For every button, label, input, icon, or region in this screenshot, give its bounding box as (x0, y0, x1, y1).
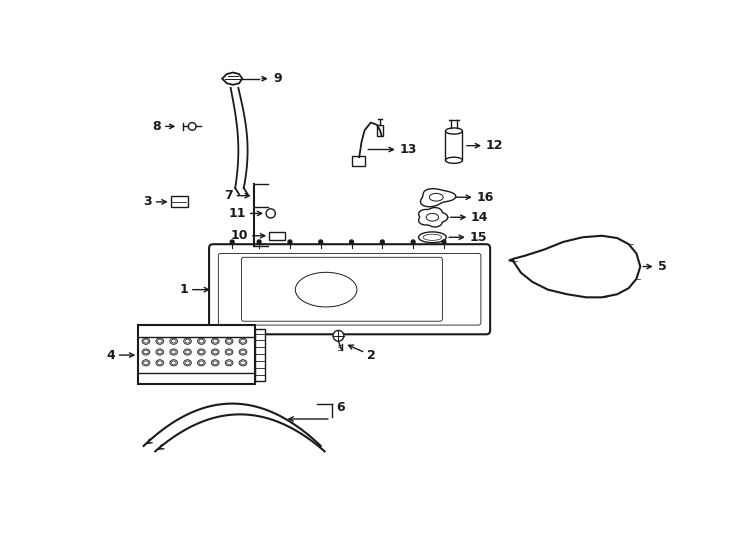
Bar (138, 325, 255, 384)
Text: 2: 2 (367, 349, 376, 362)
Ellipse shape (225, 360, 233, 366)
Ellipse shape (144, 350, 148, 354)
Ellipse shape (241, 361, 245, 365)
Text: 12: 12 (485, 139, 503, 152)
Ellipse shape (156, 349, 164, 355)
Text: 5: 5 (658, 260, 666, 273)
Ellipse shape (171, 340, 176, 343)
Ellipse shape (170, 360, 178, 366)
Circle shape (319, 240, 323, 244)
Circle shape (288, 240, 292, 244)
Bar (269, 232, 285, 240)
Text: 3: 3 (143, 195, 152, 208)
Ellipse shape (418, 232, 446, 242)
Ellipse shape (227, 350, 231, 354)
Ellipse shape (211, 349, 219, 355)
Ellipse shape (426, 213, 438, 221)
Bar (377, 125, 383, 136)
Ellipse shape (142, 338, 150, 345)
Ellipse shape (185, 350, 190, 354)
Ellipse shape (185, 340, 190, 343)
Text: 13: 13 (399, 143, 417, 156)
Bar (352, 156, 366, 166)
Circle shape (230, 240, 234, 244)
Text: 8: 8 (153, 120, 161, 133)
Ellipse shape (184, 360, 192, 366)
Ellipse shape (158, 340, 162, 343)
Text: 10: 10 (231, 230, 248, 242)
Ellipse shape (225, 349, 233, 355)
Ellipse shape (158, 350, 162, 354)
Ellipse shape (185, 361, 190, 365)
Circle shape (442, 240, 446, 244)
Ellipse shape (197, 360, 206, 366)
Bar (255, 329, 264, 381)
Ellipse shape (213, 350, 217, 354)
Ellipse shape (225, 338, 233, 345)
Ellipse shape (142, 349, 150, 355)
Bar (170, 197, 187, 207)
Circle shape (380, 240, 385, 244)
Text: 9: 9 (273, 72, 282, 85)
Ellipse shape (199, 340, 204, 343)
Circle shape (257, 240, 261, 244)
Ellipse shape (227, 340, 231, 343)
Ellipse shape (446, 128, 462, 134)
Ellipse shape (142, 360, 150, 366)
Text: 15: 15 (469, 231, 487, 244)
Ellipse shape (199, 361, 204, 365)
Text: 16: 16 (476, 191, 494, 204)
Text: 7: 7 (224, 189, 233, 202)
Text: 4: 4 (106, 349, 115, 362)
Ellipse shape (170, 349, 178, 355)
Ellipse shape (423, 234, 442, 240)
Circle shape (333, 330, 344, 341)
FancyBboxPatch shape (209, 244, 490, 334)
Ellipse shape (171, 350, 176, 354)
Text: 14: 14 (471, 211, 488, 224)
Ellipse shape (227, 361, 231, 365)
Ellipse shape (144, 361, 148, 365)
Text: 6: 6 (336, 401, 345, 414)
Ellipse shape (241, 340, 245, 343)
Ellipse shape (241, 350, 245, 354)
Ellipse shape (429, 193, 443, 201)
Ellipse shape (156, 360, 164, 366)
Text: 1: 1 (180, 283, 189, 296)
Circle shape (266, 209, 275, 218)
Ellipse shape (184, 338, 192, 345)
Ellipse shape (446, 157, 462, 164)
Ellipse shape (239, 338, 247, 345)
Ellipse shape (213, 361, 217, 365)
Ellipse shape (211, 338, 219, 345)
Ellipse shape (171, 361, 176, 365)
Ellipse shape (158, 361, 162, 365)
Ellipse shape (239, 360, 247, 366)
Circle shape (349, 240, 354, 244)
Ellipse shape (197, 338, 206, 345)
Text: 11: 11 (228, 207, 246, 220)
Circle shape (411, 240, 415, 244)
Ellipse shape (144, 340, 148, 343)
Bar (446, 131, 462, 160)
Ellipse shape (213, 340, 217, 343)
Ellipse shape (197, 349, 206, 355)
Ellipse shape (184, 349, 192, 355)
Ellipse shape (239, 349, 247, 355)
Ellipse shape (199, 350, 204, 354)
Ellipse shape (170, 338, 178, 345)
Ellipse shape (211, 360, 219, 366)
Ellipse shape (156, 338, 164, 345)
